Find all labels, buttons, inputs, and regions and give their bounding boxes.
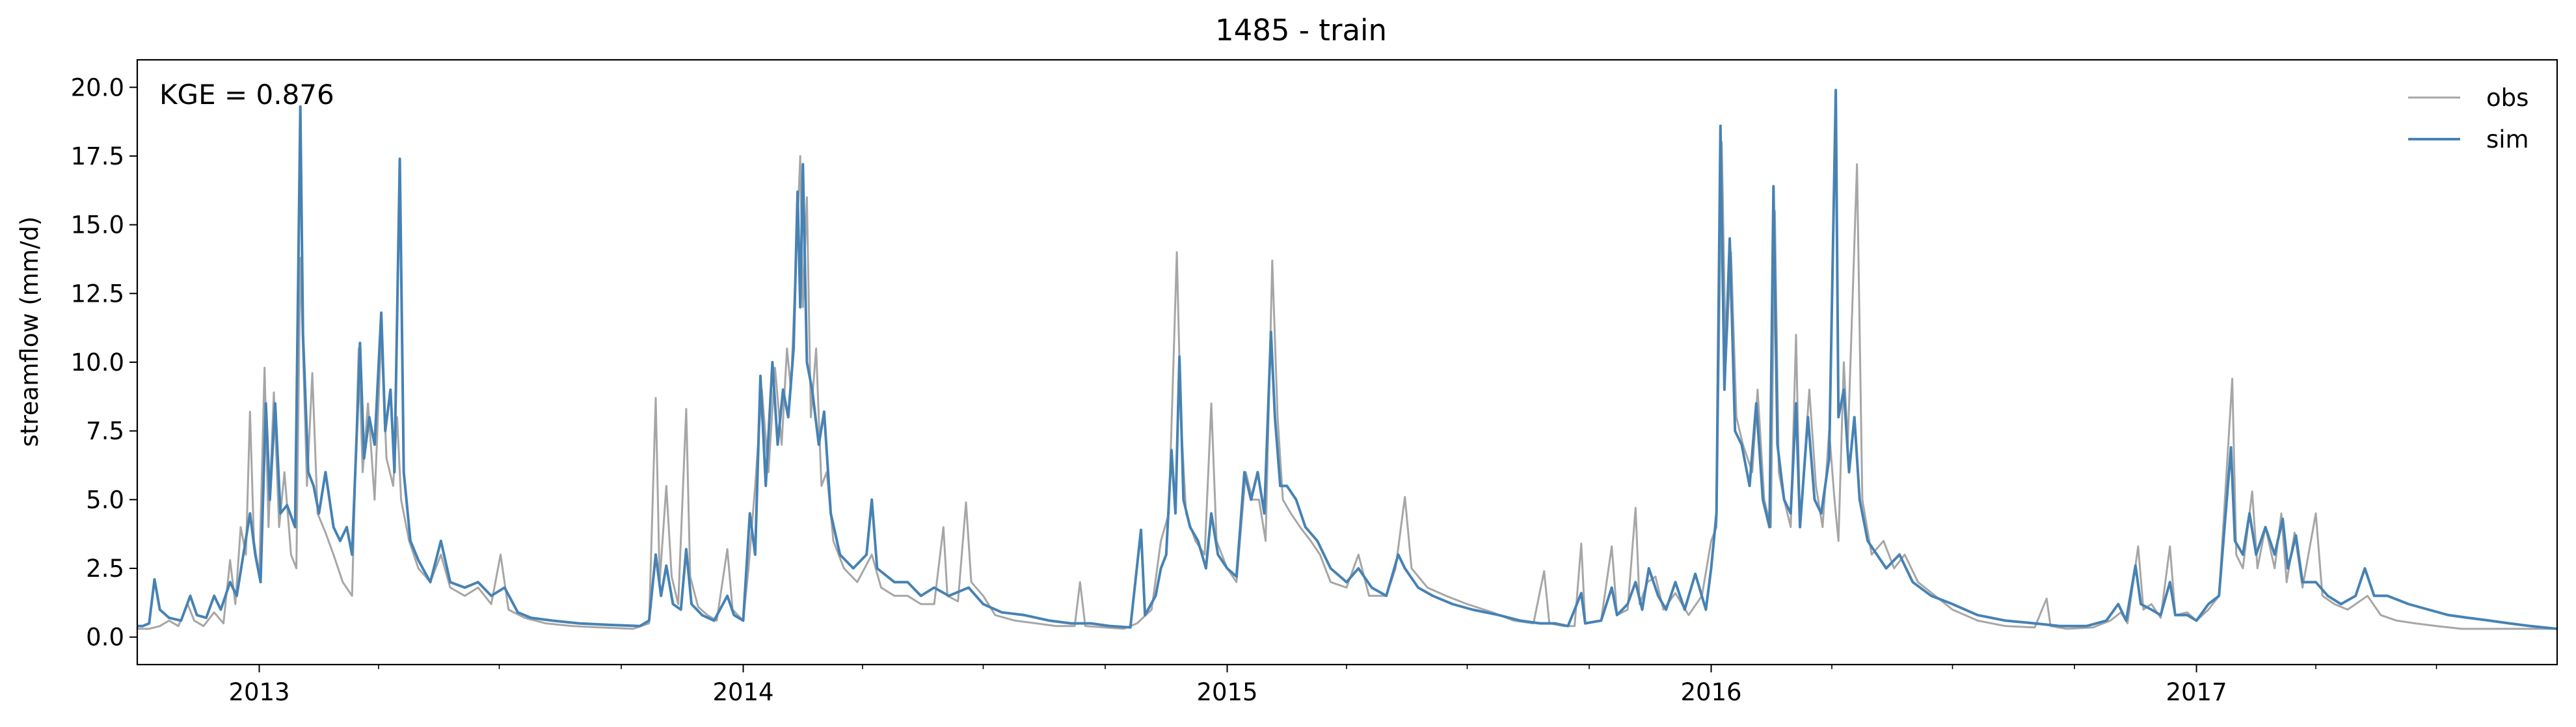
x-tick-label: 2013	[228, 678, 289, 706]
chart-title: 1485 - train	[1215, 13, 1387, 47]
y-tick-label: 5.0	[86, 486, 124, 514]
x-axis: 2013 2014 2015 2016 2017	[228, 665, 2437, 706]
kge-annotation: KGE = 0.876	[159, 79, 334, 111]
y-tick-label: 10.0	[71, 349, 124, 377]
series-line-sim	[137, 88, 2557, 630]
y-axis-label: streamflow (mm/d)	[16, 217, 44, 447]
y-tick-label: 0.0	[86, 624, 124, 652]
x-tick-label: 2014	[712, 678, 773, 706]
legend-label-obs: obs	[2486, 84, 2529, 112]
x-tick-label: 2015	[1196, 678, 1257, 706]
y-tick-label: 12.5	[71, 280, 124, 308]
y-tick-label: 20.0	[71, 73, 124, 101]
legend: obs sim	[2408, 84, 2529, 153]
x-tick-label: 2017	[2166, 678, 2227, 706]
y-tick-label: 7.5	[86, 417, 124, 445]
plot-frame	[136, 59, 2558, 666]
x-tick-label: 2016	[1680, 678, 1741, 706]
y-tick-label: 17.5	[71, 142, 124, 170]
series-layer	[137, 88, 2557, 630]
legend-label-sim: sim	[2486, 126, 2529, 153]
y-axis: 0.0 2.5 5.0 7.5 10.0 12.5 15.0 17.5 20.0	[71, 73, 137, 652]
y-tick-label: 15.0	[71, 211, 124, 239]
y-tick-label: 2.5	[86, 555, 124, 583]
